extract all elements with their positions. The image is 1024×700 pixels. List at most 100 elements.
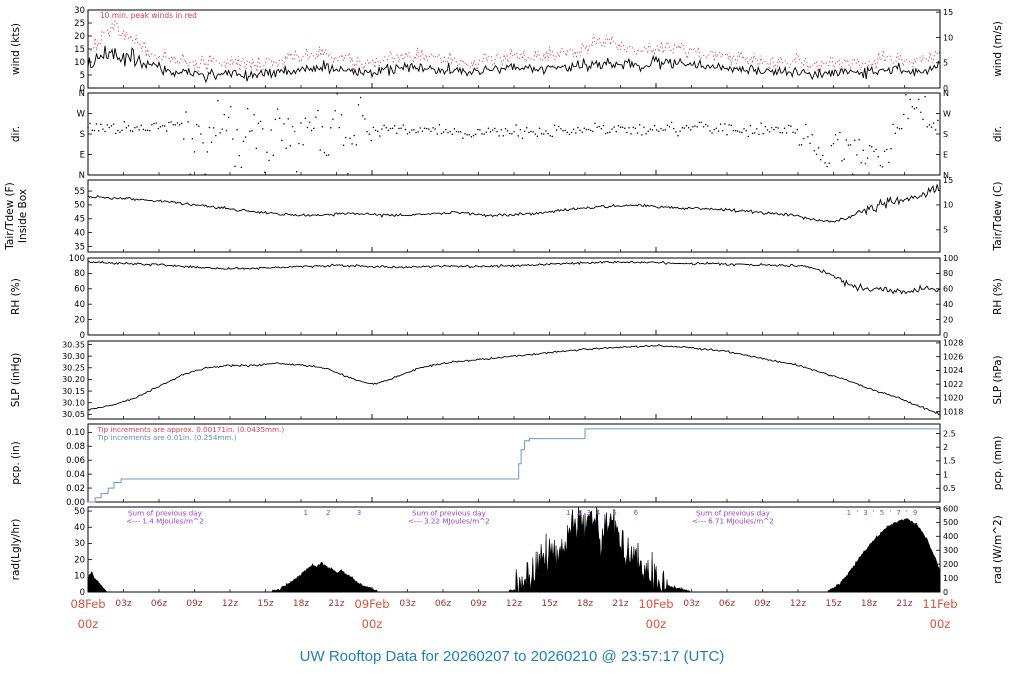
x-date-label: 10Feb	[639, 597, 674, 611]
tick-label: 30	[74, 6, 85, 16]
annotation: '	[856, 509, 858, 517]
axis-label-right: wind (m/s)	[992, 21, 1004, 77]
axis-label-left: Inside Box	[17, 189, 29, 243]
tick-label: 2.5	[943, 429, 956, 438]
tick-label: 100	[943, 574, 958, 583]
x-hour-label: 12z	[222, 599, 238, 609]
annotation: 3	[357, 509, 361, 517]
panel-border	[87, 506, 941, 593]
x-date-hour-label: 00z	[78, 617, 99, 631]
tick-label: E	[943, 150, 948, 159]
x-date-label: 09Feb	[355, 597, 390, 611]
tick-label: 100	[943, 254, 958, 263]
annotation: Tip increments are 0.01in. (0.254mm.)	[96, 433, 236, 442]
annotation: 1	[847, 509, 851, 517]
tick-label: 55	[74, 187, 85, 197]
tick-label: 10	[74, 58, 85, 68]
panel-border	[87, 340, 941, 420]
x-hour-label: 21z	[328, 599, 344, 609]
peak-wind-series	[87, 19, 941, 76]
axis-label-right: rad (W/m^2)	[992, 515, 1004, 584]
annotation: Sum of previous day	[412, 509, 487, 518]
x-hour-label: 12z	[506, 599, 522, 609]
x-date-hour-label: 00z	[646, 617, 667, 631]
tick-label: 10	[943, 201, 953, 210]
annotation: 5	[612, 509, 616, 517]
annotation: 1	[303, 509, 307, 517]
axis-label-right: RH (%)	[992, 278, 1004, 315]
x-hour-label: 09z	[470, 599, 486, 609]
x-hour-label: 18z	[577, 599, 593, 609]
x-hour-label: 21z	[896, 599, 912, 609]
tick-label: 100	[69, 254, 85, 264]
x-hour-label: 03z	[399, 599, 415, 609]
x-hour-label: 15z	[541, 599, 557, 609]
accumulated-precip-series	[88, 428, 940, 503]
annotation: 1	[566, 509, 570, 517]
tick-label: 20	[943, 315, 953, 324]
x-hour-label: 06z	[435, 599, 451, 609]
tick-label: 30.35	[62, 340, 85, 349]
tick-label: 0.04	[66, 470, 85, 480]
x-hour-label: 18z	[293, 599, 309, 609]
axis-label-left: rad(Lgly/hr)	[10, 519, 22, 581]
wind-direction-series	[87, 92, 939, 176]
x-hour-label: 09z	[186, 599, 202, 609]
tick-label: 0.08	[66, 442, 85, 452]
tick-label: 30.05	[62, 410, 85, 419]
tick-label: W	[77, 109, 86, 119]
tick-label: 40	[74, 228, 85, 238]
tick-label: N	[79, 171, 85, 181]
tick-label: S	[943, 130, 948, 139]
x-date-hour-label: 00z	[362, 617, 383, 631]
tick-label: 500	[943, 518, 958, 527]
annotation: 2	[577, 509, 581, 517]
tick-label: 80	[74, 269, 85, 279]
x-hour-label: 15z	[825, 599, 841, 609]
tick-label: 0	[943, 84, 948, 93]
tick-label: N	[943, 89, 949, 98]
panel-border	[87, 257, 941, 336]
tick-label: 1024	[943, 366, 963, 375]
tick-label: 1026	[943, 352, 963, 361]
tick-label: 0	[80, 588, 85, 598]
x-hour-label: 03z	[115, 599, 131, 609]
tick-label: 0.00	[66, 498, 85, 508]
tick-label: W	[943, 109, 951, 118]
tick-label: 40	[74, 523, 85, 533]
tick-label: 30.30	[62, 352, 85, 361]
x-hour-label: 18z	[861, 599, 877, 609]
tick-label: 0	[943, 331, 948, 340]
tick-label: 50	[74, 201, 85, 211]
annotation: 6	[634, 509, 639, 517]
tick-label: 5	[80, 71, 85, 81]
x-hour-label: 06z	[151, 599, 167, 609]
tick-label: 40	[74, 300, 85, 310]
tick-label: 200	[943, 560, 958, 569]
x-hour-label: 06z	[719, 599, 735, 609]
tick-label: 1028	[943, 339, 963, 348]
axis-label-right: dir.	[992, 126, 1004, 142]
tick-label: 0	[943, 588, 948, 597]
tick-label: 0.06	[66, 456, 85, 466]
tick-label: 10	[74, 572, 85, 582]
avg-wind-series	[87, 45, 941, 84]
tick-label: 0.5	[943, 484, 956, 493]
annotation: '	[873, 509, 875, 517]
x-date-label: 11Feb	[923, 597, 958, 611]
tair-series	[87, 184, 941, 223]
tick-label: N	[79, 89, 85, 99]
tick-label: 25	[74, 19, 85, 29]
annotation: Sum of previous day	[696, 509, 771, 518]
panel-slp: 30.05 30.10 30.15 30.20 30.25 30.30 30.35 1018 1…	[10, 339, 1004, 420]
x-axis-labels: 03z 06z 09z 12z 15z 18z 21z 03z 06z 09z 12z 15z 18z 2…	[71, 597, 958, 631]
page-title: UW Rooftop Data for 20260207 to 20260210…	[299, 648, 725, 665]
x-hour-label: 15z	[257, 599, 273, 609]
tick-label: 30.15	[62, 387, 85, 396]
tick-label: 45	[74, 215, 85, 225]
tick-label: N	[943, 171, 949, 180]
tick-label: 400	[943, 532, 958, 541]
panel-pcp: 0.00 0.02 0.04 0.06 0.08 0.10 0.5 1 1.5 2 2.5 pcp. …	[10, 423, 1004, 508]
